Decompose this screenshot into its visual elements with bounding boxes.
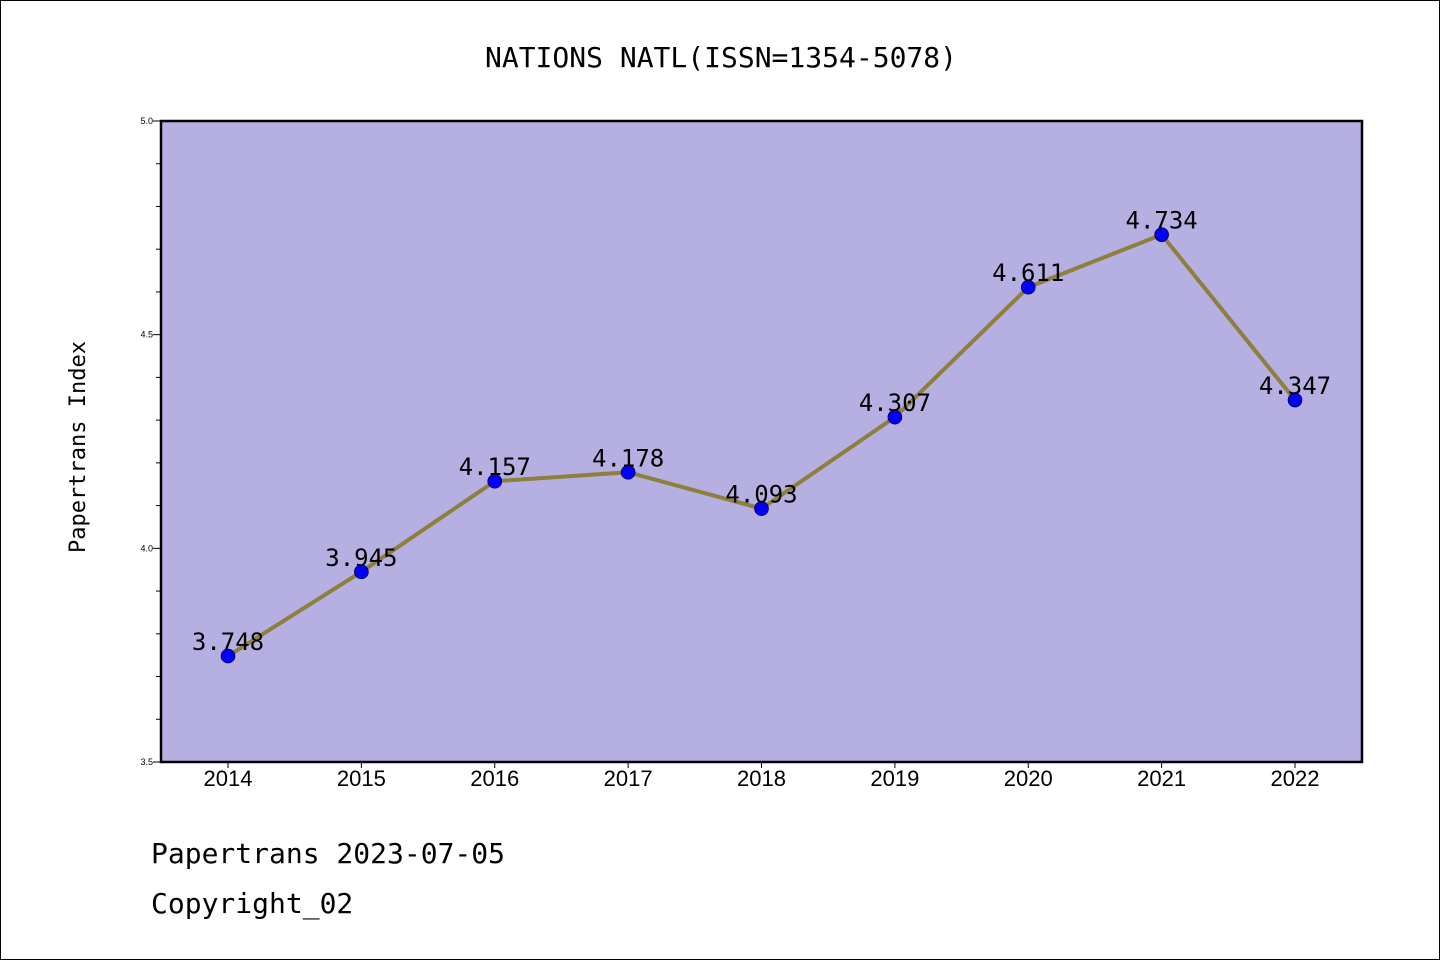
x-axis: 2014 2015 2016 2017 2018 2019 2020 2021 2022	[204, 762, 1320, 791]
data-point	[1020, 279, 1036, 295]
data-label: 3.748	[192, 628, 264, 656]
y-axis: 3.5 4.0 4.5 5.0	[140, 116, 161, 767]
y-tick-label: 4.5	[140, 330, 153, 340]
series-layer: 3.748 3.945 4.157 4.178 4.093 4.307 4.611 4.734…	[192, 207, 1331, 664]
data-label: 4.093	[725, 481, 797, 509]
data-label: 4.157	[459, 453, 531, 481]
data-point	[754, 501, 769, 516]
plot-border	[159, 119, 1364, 764]
footer-date-text: Papertrans 2023-07-05	[151, 837, 506, 870]
x-tick-label: 2022	[1271, 766, 1320, 791]
data-label: 4.611	[992, 259, 1064, 287]
data-label: 4.734	[1126, 207, 1198, 235]
data-point	[354, 564, 369, 580]
footer-copyright-text: Copyright_02	[151, 887, 354, 920]
data-label: 4.307	[859, 389, 931, 417]
data-point	[1154, 227, 1169, 242]
data-point	[220, 648, 236, 664]
y-tick-label: 4.0	[140, 543, 153, 553]
data-label: 4.347	[1259, 372, 1331, 400]
x-tick-label: 2015	[337, 766, 386, 791]
x-tick-label: 2016	[470, 766, 519, 791]
y-tick-label: 3.5	[140, 757, 153, 767]
data-point	[487, 473, 503, 489]
y-axis-label: Papertrans Index	[66, 341, 91, 553]
x-tick-label: 2018	[737, 766, 786, 791]
x-tick-label: 2017	[604, 766, 653, 791]
data-label: 4.178	[592, 444, 664, 472]
x-tick-label: 2019	[870, 766, 919, 791]
x-tick-label: 2020	[1004, 766, 1053, 791]
chart-title: NATIONS NATL(ISSN=1354-5078)	[485, 41, 957, 74]
y-tick-label: 5.0	[140, 116, 153, 126]
x-tick-label: 2014	[204, 766, 253, 791]
data-label: 3.945	[325, 544, 397, 572]
data-point	[620, 464, 636, 480]
data-point	[1287, 392, 1303, 408]
x-tick-label: 2021	[1137, 766, 1186, 791]
data-point	[887, 409, 903, 425]
